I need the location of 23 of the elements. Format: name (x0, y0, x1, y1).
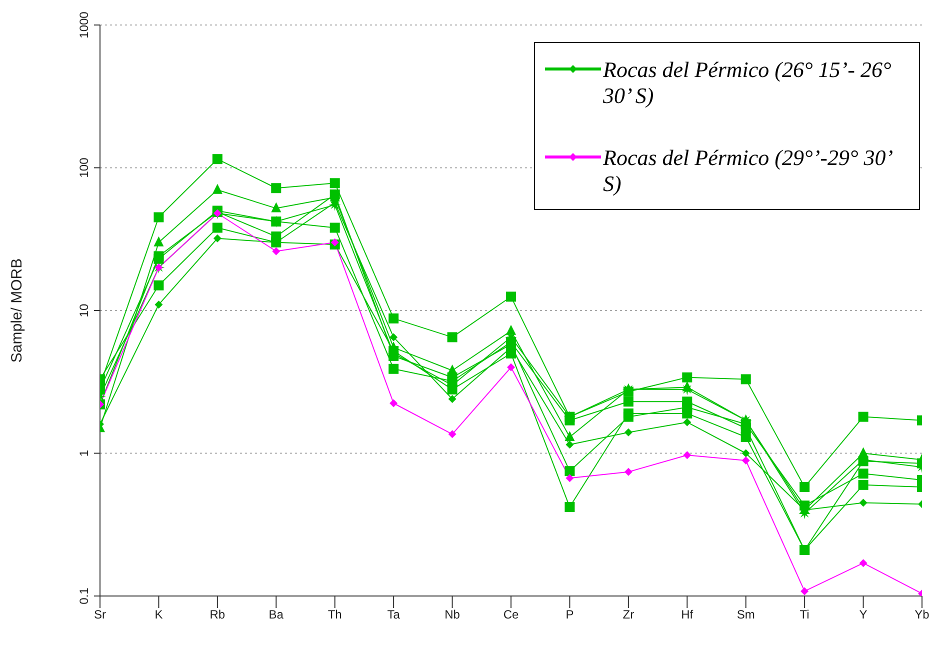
x-tick-label: Ba (268, 608, 284, 622)
y-tick-label: 1 (77, 450, 91, 457)
x-tick-label: Th (328, 608, 342, 622)
y-tick-label: 1000 (77, 11, 91, 38)
y-tick-label: 10 (77, 304, 91, 318)
x-tick-label: Sr (94, 608, 106, 622)
x-tick-label: Ce (503, 608, 519, 622)
x-tick-label: Ta (387, 608, 400, 622)
y-tick-label: 0.1 (77, 587, 91, 604)
x-tick-label: K (154, 608, 163, 622)
x-tick-label: Hf (681, 608, 694, 622)
y-tick-label: 100 (77, 157, 91, 178)
x-tick-label: Ti (800, 608, 810, 622)
legend-label: Rocas del Pérmico (26° 15’- 26° 30’ S) (603, 57, 892, 109)
x-tick-label: Zr (622, 608, 634, 622)
y-axis-title: Sample/ MORB (8, 258, 26, 363)
x-tick-label: Yb (914, 608, 930, 622)
x-tick-label: Sm (736, 608, 755, 622)
x-tick-label: Nb (444, 608, 460, 622)
x-tick-label: P (566, 608, 574, 622)
x-tick-label: Y (859, 608, 868, 622)
legend-label: Rocas del Pérmico (29°’-29° 30’ S) (603, 145, 892, 197)
x-tick-label: Rb (210, 608, 226, 622)
